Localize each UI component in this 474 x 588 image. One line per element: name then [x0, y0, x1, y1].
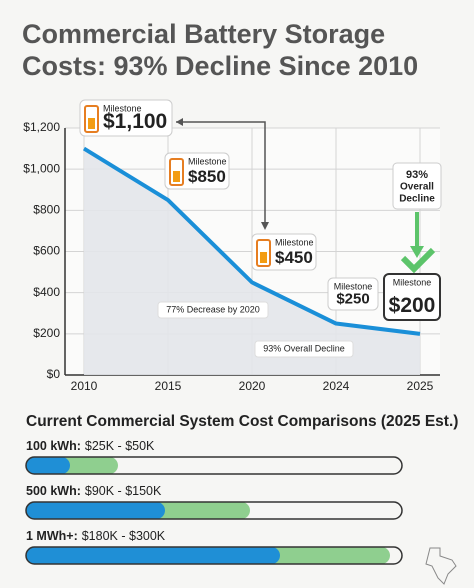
arrow [176, 121, 266, 226]
callout: Milestone$250 [327, 277, 379, 311]
x-tick-label: 2010 [71, 379, 98, 393]
texas-icon [425, 547, 457, 585]
bar-track [25, 546, 403, 565]
x-tick-label: 2024 [323, 379, 350, 393]
battery-icon [169, 158, 184, 186]
x-tick-label: 2020 [239, 379, 266, 393]
callout: Milestone$1,100 [79, 99, 173, 137]
check-mark [400, 247, 436, 274]
callout-label: Milestone [393, 277, 432, 287]
annotation: 93% Overall Decline [263, 343, 345, 353]
battery-icon [84, 105, 99, 133]
data-label: $450 [275, 248, 313, 267]
data-label: $200 [389, 294, 436, 317]
y-tick-label: $600 [33, 244, 60, 258]
callout-box [327, 277, 379, 311]
callout-box [383, 273, 441, 321]
summary-text: Decline [399, 194, 435, 205]
callout-box [251, 233, 317, 271]
section-title: Current Commercial System Cost Compariso… [26, 413, 458, 430]
x-tick-label: 2025 [407, 379, 434, 393]
row-label: 100 kWh: $25K - $50K [26, 439, 155, 453]
annotation-box [254, 340, 354, 358]
y-tick-label: $800 [33, 203, 60, 217]
row-range: $25K - $50K [85, 439, 155, 453]
data-label: $250 [336, 290, 369, 307]
page-title: Commercial Battery Storage Costs: 93% De… [22, 19, 419, 81]
row-name: 500 kWh: [26, 484, 81, 498]
battery-icon [256, 239, 271, 267]
data-label: $850 [188, 167, 226, 186]
row-label: 500 kWh: $90K - $150K [26, 484, 162, 498]
y-tick-label: $0 [47, 367, 61, 381]
bar-blue [26, 457, 70, 474]
arrow-head [176, 118, 183, 126]
row-label: 1 MWh+: $180K - $300K [26, 529, 166, 543]
x-tick-label: 2015 [155, 379, 182, 393]
callout-box [79, 99, 173, 137]
battery-fill [173, 171, 180, 182]
bar-track [25, 456, 403, 475]
bar-track [25, 501, 403, 520]
callout-label: Milestone [275, 237, 314, 247]
summary-text: 93% [406, 169, 428, 181]
row-name: 100 kWh: [26, 439, 81, 453]
callout: Milestone $200 [383, 273, 441, 321]
y-tick-label: $1,000 [23, 161, 60, 175]
callout-label: Milestone [188, 156, 227, 166]
summary-box [392, 162, 442, 210]
annotation: 77% Decrease by 2020 [166, 304, 260, 314]
callout-label: Milestone [334, 281, 373, 291]
row-name: 1 MWh+: [26, 529, 78, 543]
row-range: $180K - $300K [82, 529, 166, 543]
callout-label: Milestone [103, 103, 142, 113]
callout: Milestone$850 [164, 152, 230, 190]
y-tick-label: $200 [33, 326, 60, 340]
summary-text: Overall [400, 182, 434, 193]
callout: Milestone$450 [251, 233, 317, 271]
data-label: $1,100 [103, 110, 167, 133]
annotation-box [157, 301, 269, 319]
y-tick-label: $400 [33, 285, 60, 299]
y-tick-label: $1,200 [23, 120, 60, 134]
green-arrow-head [410, 246, 424, 258]
row-range: $90K - $150K [85, 484, 162, 498]
bar-blue [26, 502, 165, 519]
arrow-head [261, 222, 269, 230]
bar-blue [26, 547, 280, 564]
battery-fill [88, 118, 95, 129]
battery-fill [260, 252, 267, 263]
callout-box [164, 152, 230, 190]
